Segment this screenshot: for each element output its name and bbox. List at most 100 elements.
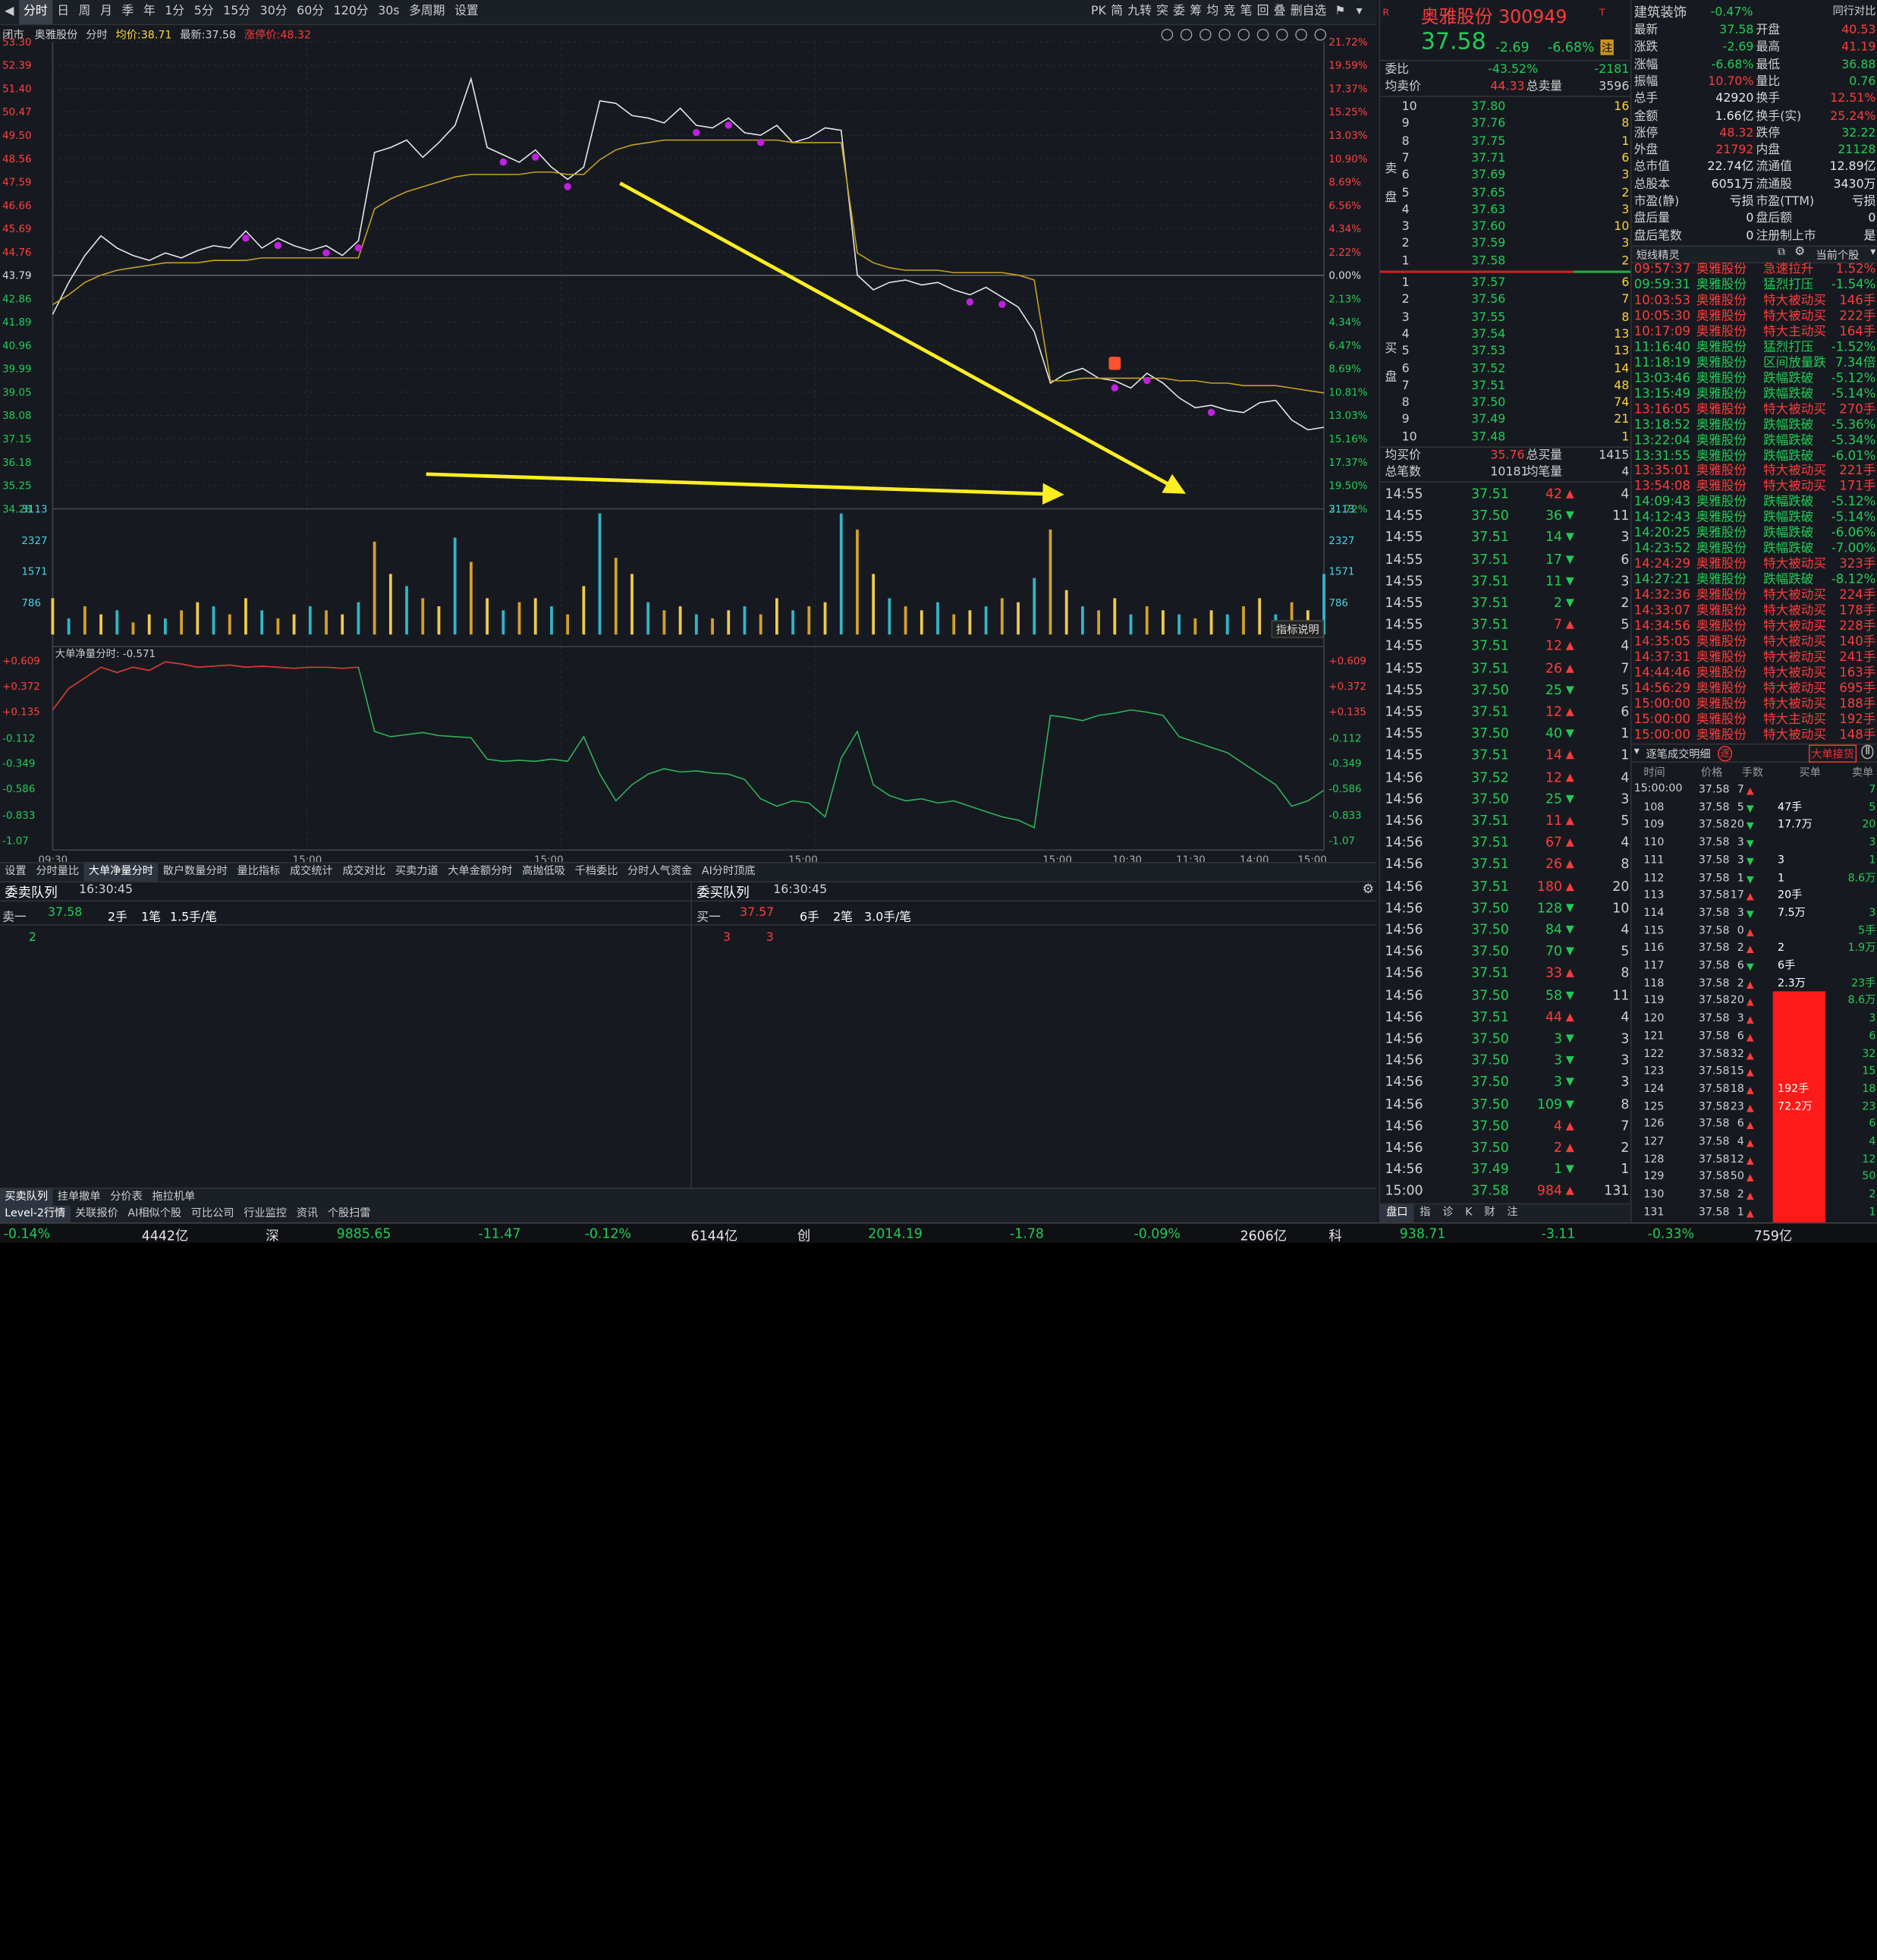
alert-row[interactable]: 13:35:01 奥雅股份 特大被动买 221手 [1632,464,1877,480]
period-tab[interactable]: 多周期 [409,5,445,18]
alert-row[interactable]: 14:12:43 奥雅股份 跌幅跌破 -5.14% [1632,511,1877,527]
gear-icon[interactable]: ⚙ [1362,881,1375,897]
quote-tab[interactable]: 注 [1507,1207,1518,1219]
period-tab[interactable]: 月 [100,5,112,18]
chart-tool[interactable]: 删自选 [1290,5,1327,18]
bottom-tab[interactable]: 可比公司 [190,1208,234,1220]
period-tab[interactable]: 周 [78,5,91,18]
industry-name[interactable]: 建筑装饰 [1633,5,1687,20]
indicator-tab[interactable]: AI分时顶底 [701,865,756,878]
alert-row[interactable]: 14:44:46 奥雅股份 特大被动买 163手 [1632,665,1877,681]
expand-icon[interactable]: ⧉ [1778,247,1786,259]
alert-row[interactable]: 14:37:31 奥雅股份 特大被动买 241手 [1632,650,1877,666]
alert-row[interactable]: 11:16:40 奥雅股份 猛烈打压 -1.52% [1632,340,1877,356]
period-tab[interactable]: 日 [57,5,70,18]
alert-row[interactable]: 14:32:36 奥雅股份 特大被动买 224手 [1632,588,1877,604]
bottom-tab[interactable]: 买卖队列 [0,1188,53,1207]
period-tab[interactable]: 年 [143,5,156,18]
period-tab[interactable]: 15分 [223,5,251,18]
alert-row[interactable]: 09:59:31 奥雅股份 猛烈打压 -1.54% [1632,278,1877,294]
indicator-tab[interactable]: 设置 [5,865,27,878]
alerts-list[interactable]: 09:57:37 奥雅股份 急速拉升 1.52% 09:59:31 奥雅股份 猛烈打压 -1.… [1632,263,1877,744]
alert-row[interactable]: 13:31:55 奥雅股份 跌幅跌破 -6.01% [1632,448,1877,464]
alert-row[interactable]: 14:27:21 奥雅股份 跌幅跌破 -8.12% [1632,572,1877,588]
period-tab[interactable]: 分时 [18,0,52,24]
bid-level[interactable]: 9 37.49 21 [1380,412,1631,428]
bid-level[interactable]: 4 37.54 13 [1380,327,1631,343]
period-tab[interactable]: 5分 [193,5,214,18]
ask-level[interactable]: 2 37.59 3 [1380,236,1631,252]
back-icon[interactable]: ◀ [5,5,14,18]
indicator-tab[interactable]: 量比指标 [237,865,281,878]
alert-row[interactable]: 15:00:00 奥雅股份 特大被动买 148手 [1632,728,1877,744]
flag-icon[interactable]: ⚑ [1335,5,1346,18]
alert-row[interactable]: 13:16:05 奥雅股份 特大被动买 270手 [1632,402,1877,418]
bid-level[interactable]: 8 37.50 74 [1380,395,1631,411]
ask-level[interactable]: 7 37.71 6 [1380,151,1631,167]
bid-level[interactable]: 3 37.55 8 [1380,310,1631,326]
alert-row[interactable]: 14:33:07 奥雅股份 特大被动买 178手 [1632,603,1877,619]
alert-row[interactable]: 11:18:19 奥雅股份 区间放量跌 7.34倍 [1632,355,1877,371]
alert-row[interactable]: 13:15:49 奥雅股份 跌幅跌破 -5.14% [1632,386,1877,402]
ask-level[interactable]: 1 37.58 2 [1380,253,1631,269]
alert-row[interactable]: 15:00:00 奥雅股份 特大被动买 188手 [1632,697,1877,713]
tick-list[interactable]: 14:55 37.51 42 ▲ 4 14:55 37.50 36 ▼ 11 14:55 37.51 1… [1380,483,1631,1203]
chart-tool[interactable]: 简 [1111,5,1123,18]
period-tab[interactable]: 120分 [333,5,369,18]
indicator-tab[interactable]: 大单净量分时 [83,863,159,882]
alert-row[interactable]: 10:03:53 奥雅股份 特大被动买 146手 [1632,293,1877,309]
big-order-button[interactable]: 大单接货 [1809,744,1857,763]
alert-row[interactable]: 10:17:09 奥雅股份 特大主动买 164手 [1632,324,1877,340]
quote-tab[interactable]: K [1465,1207,1473,1219]
indicator-tab[interactable]: 千档委比 [574,865,618,878]
indicator-tab[interactable]: 分时人气资金 [627,865,693,878]
chart-tool[interactable]: 均 [1206,5,1219,18]
ask-level[interactable]: 8 37.75 1 [1380,134,1631,149]
chart-tool[interactable]: 九转 [1127,5,1152,18]
bid-level[interactable]: 1 37.57 6 [1380,275,1631,291]
chart-tool[interactable]: 竞 [1223,5,1236,18]
bottom-tab[interactable]: 挂单撤单 [57,1191,101,1203]
indicator-tab[interactable]: 大单金额分时 [448,865,513,878]
alert-row[interactable]: 14:24:29 奥雅股份 特大被动买 323手 [1632,557,1877,573]
bottom-tab[interactable]: 行业监控 [244,1208,288,1220]
alert-row[interactable]: 14:09:43 奥雅股份 跌幅跌破 -5.12% [1632,495,1877,511]
detail-list[interactable]: 15:00:00 37.58 7 ▲ 7 108 37.58 5 ▼ 47手 5 109 37.58 20… [1632,781,1877,1222]
bottom-tab[interactable]: AI相似个股 [127,1208,182,1220]
bid-level[interactable]: 7 37.51 48 [1380,378,1631,394]
indicator-tab[interactable]: 高抛低吸 [522,865,565,878]
alert-row[interactable]: 14:23:52 奥雅股份 跌幅跌破 -7.00% [1632,542,1877,558]
indicator-help-button[interactable]: 指标说明 [1271,620,1325,638]
ask-level[interactable]: 5 37.65 2 [1380,185,1631,201]
indicator-tab[interactable]: 成交对比 [342,865,386,878]
alert-row[interactable]: 10:05:30 奥雅股份 特大被动买 222手 [1632,309,1877,325]
quote-tab[interactable]: 盘口 [1380,1204,1414,1222]
period-tab[interactable]: 季 [121,5,134,18]
chart-tool[interactable]: 突 [1156,5,1168,18]
note-badge[interactable]: 注 [1600,39,1614,55]
period-tab[interactable]: 30s [378,5,400,18]
alert-row[interactable]: 13:22:04 奥雅股份 跌幅跌破 -5.34% [1632,433,1877,448]
indicator-tab[interactable]: 买卖力道 [395,865,439,878]
chart-tool[interactable]: 委 [1173,5,1186,18]
alert-row[interactable]: 14:35:05 奥雅股份 特大被动买 140手 [1632,634,1877,650]
quote-tab[interactable]: 诊 [1442,1207,1454,1219]
alert-row[interactable]: 13:03:46 奥雅股份 跌幅跌破 -5.12% [1632,371,1877,387]
alert-row[interactable]: 13:18:52 奥雅股份 跌幅跌破 -5.36% [1632,417,1877,433]
alert-row[interactable]: 14:56:29 奥雅股份 特大被动买 695手 [1632,681,1877,697]
ask-level[interactable]: 9 37.76 8 [1380,117,1631,133]
bottom-tab[interactable]: 个股扫雷 [327,1208,371,1220]
chart-tool[interactable]: 笔 [1240,5,1253,18]
ask-level[interactable]: 3 37.60 10 [1380,219,1631,235]
bid-level[interactable]: 2 37.56 7 [1380,292,1631,308]
chart-tool[interactable]: 叠 [1273,5,1286,18]
period-tab[interactable]: 30分 [259,5,288,18]
bid-level[interactable]: 10 37.48 1 [1380,429,1631,445]
alerts-scope-dropdown[interactable]: 当前个股 [1816,250,1860,263]
period-tab[interactable]: 1分 [165,5,185,18]
alert-row[interactable]: 14:20:25 奥雅股份 跌幅跌破 -6.06% [1632,526,1877,542]
chart-tool[interactable]: 筹 [1190,5,1203,18]
indicator-tab[interactable]: 分时量比 [36,865,80,878]
bottom-tab[interactable]: 分价表 [110,1191,143,1203]
chart-tool[interactable]: PK [1091,5,1106,18]
